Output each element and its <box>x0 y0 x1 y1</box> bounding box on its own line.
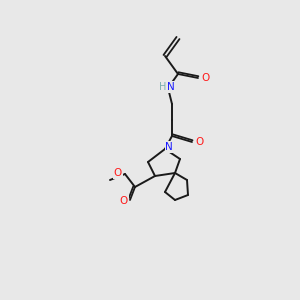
Text: O: O <box>201 73 209 83</box>
Text: O: O <box>195 137 203 147</box>
Text: O: O <box>120 196 128 206</box>
Text: N: N <box>165 142 173 152</box>
Text: N: N <box>167 82 175 92</box>
Text: O: O <box>114 168 122 178</box>
Text: H: H <box>159 82 167 92</box>
